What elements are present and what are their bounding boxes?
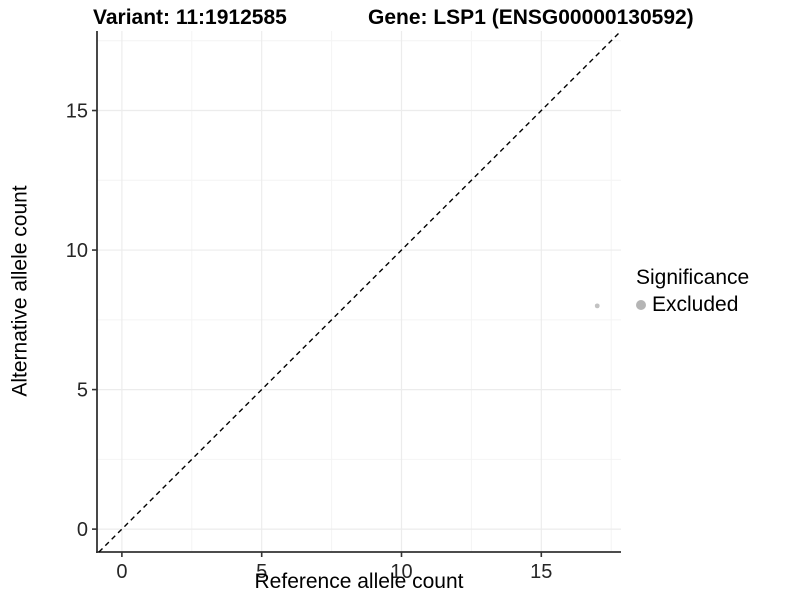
y-tick-label: 10 bbox=[66, 240, 88, 262]
x-tick-label: 5 bbox=[256, 561, 267, 583]
legend-title: Significance bbox=[636, 266, 750, 289]
data-point bbox=[594, 303, 600, 309]
legend-item-label: Excluded bbox=[652, 293, 739, 316]
x-tick-label: 0 bbox=[116, 561, 127, 583]
y-tick-label: 0 bbox=[77, 519, 88, 541]
x-tick-label: 10 bbox=[390, 561, 412, 583]
legend: Significance Excluded bbox=[636, 266, 749, 317]
x-axis-title: Reference allele count bbox=[254, 570, 464, 593]
legend-item-excluded: Excluded bbox=[636, 293, 749, 317]
legend-key-point-icon bbox=[636, 300, 646, 310]
identity-reference-line bbox=[98, 30, 622, 553]
y-axis-title: Alternative allele count bbox=[8, 185, 32, 397]
title-gene: Gene: LSP1 (ENSG00000130592) bbox=[368, 6, 694, 29]
x-tick-label: 15 bbox=[530, 561, 552, 583]
title-variant: Variant: 11:1912585 bbox=[93, 6, 287, 29]
y-tick-label: 5 bbox=[77, 380, 88, 402]
y-tick-label: 15 bbox=[66, 101, 88, 123]
